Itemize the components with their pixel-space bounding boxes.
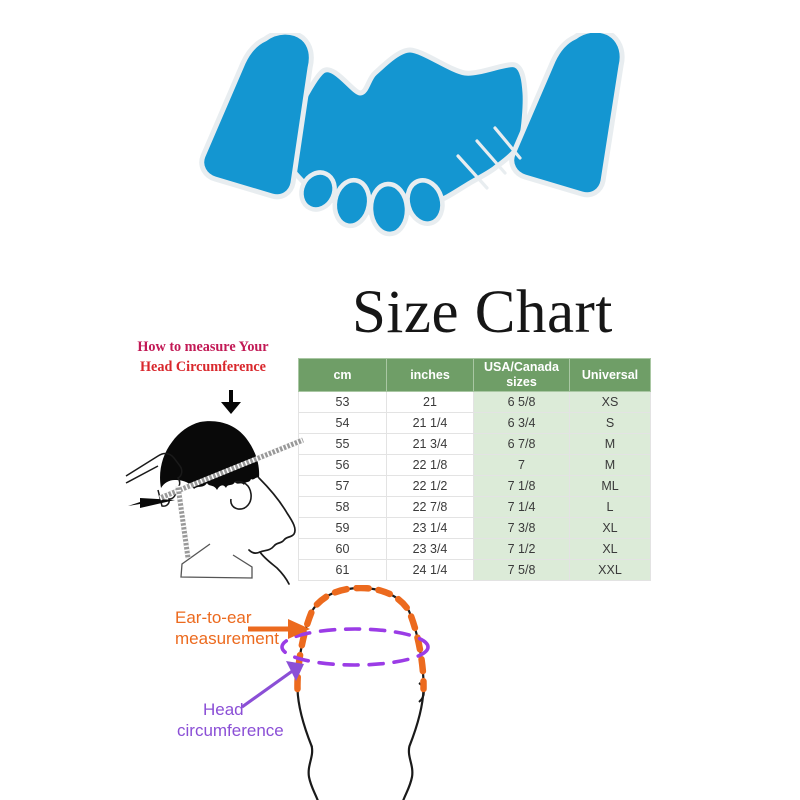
svg-text:Head: Head	[203, 700, 244, 719]
svg-text:Ear-to-ear: Ear-to-ear	[175, 608, 252, 627]
svg-text:measurement: measurement	[175, 629, 279, 648]
svg-text:circumference: circumference	[177, 721, 284, 740]
